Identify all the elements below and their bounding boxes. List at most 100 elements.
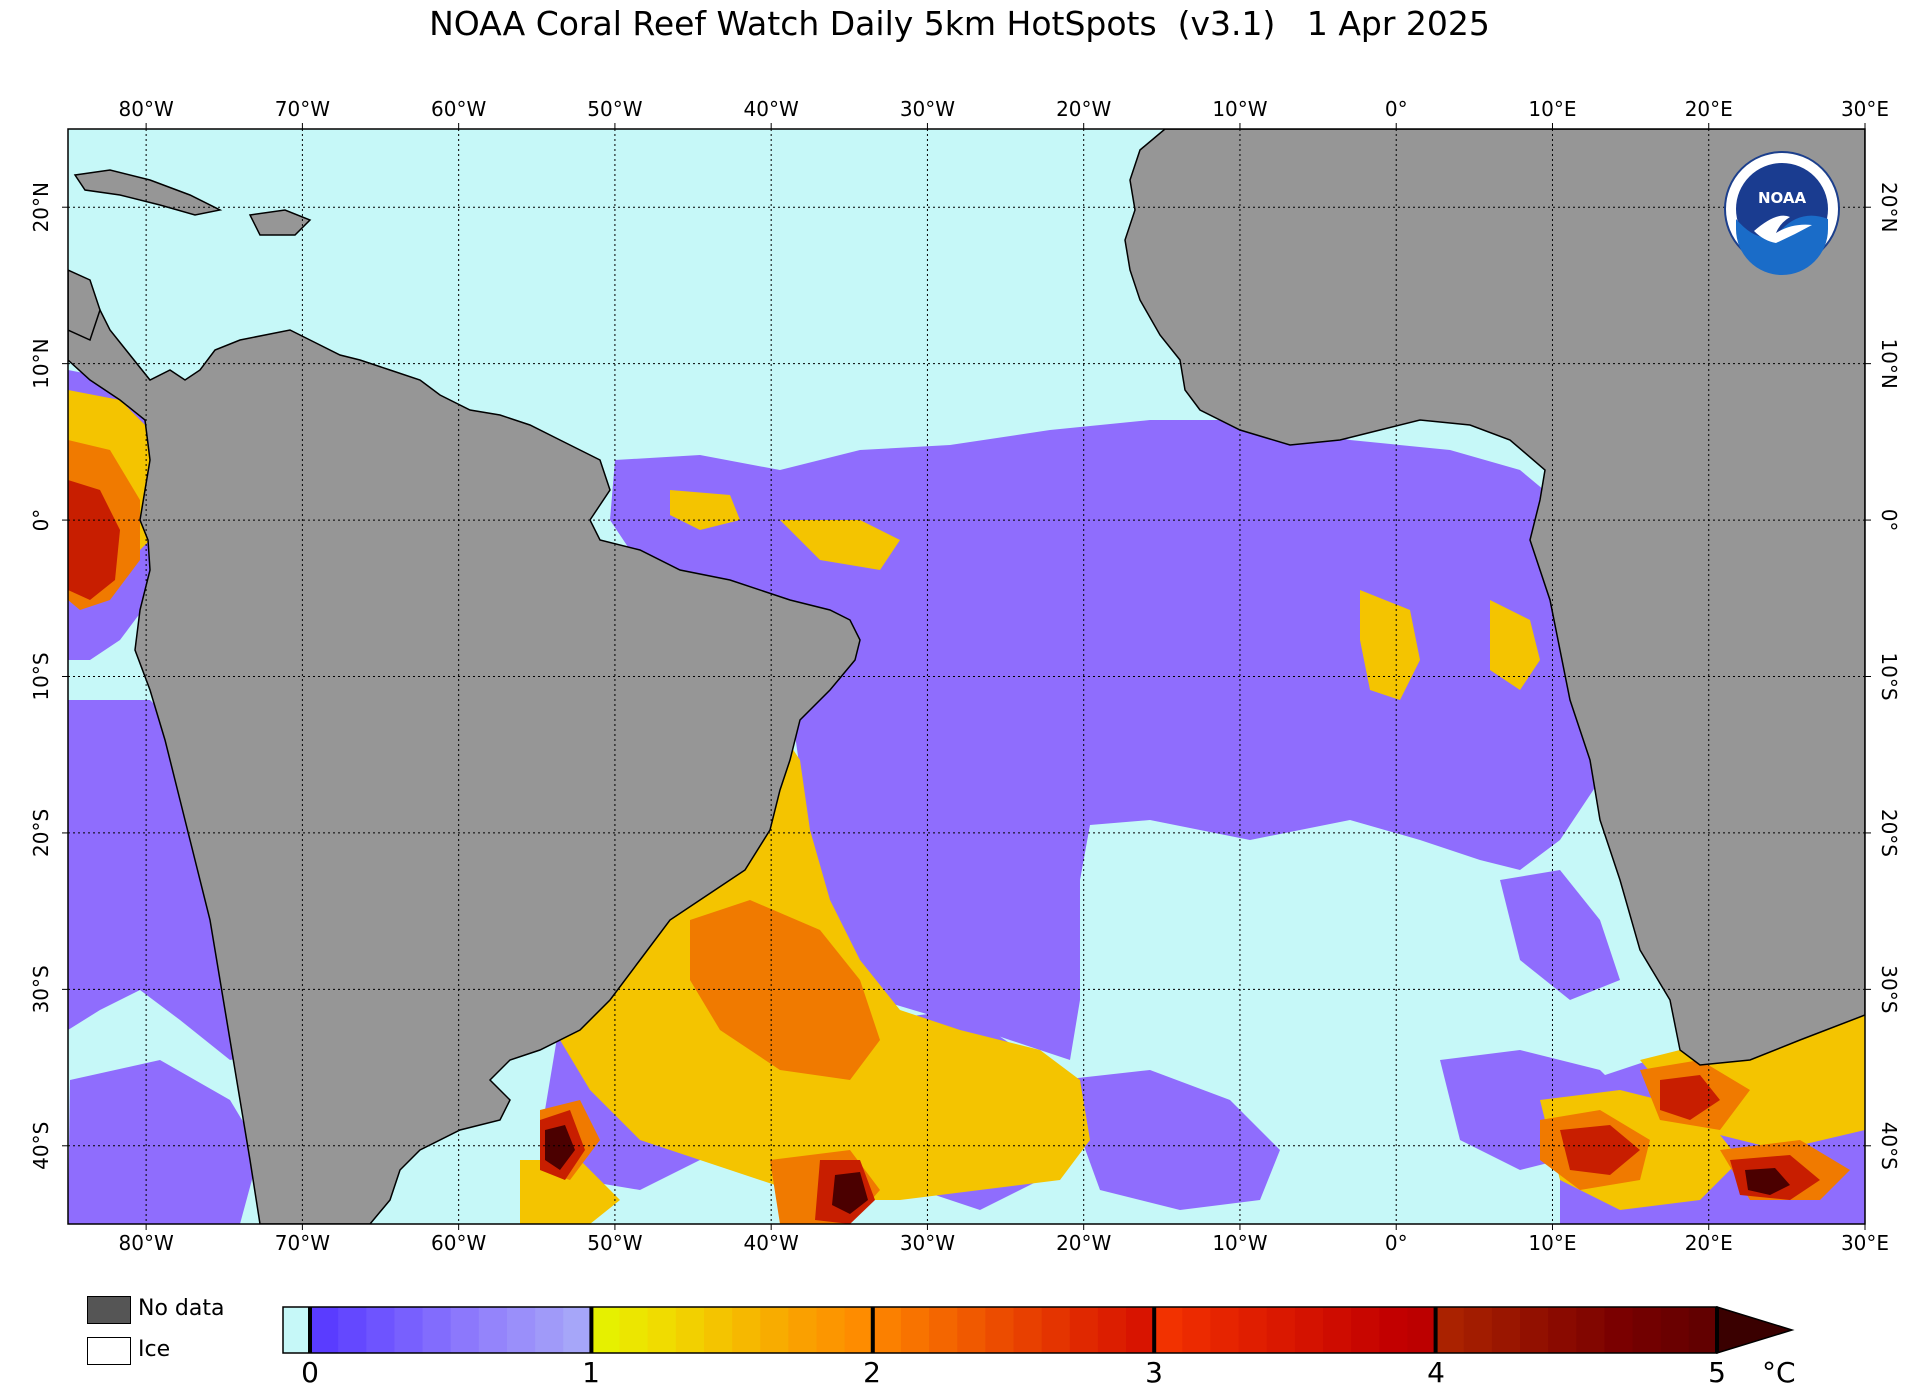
legend-ice-swatch [87,1337,131,1365]
colorbar-cell [1379,1307,1408,1353]
lat-label-left: 30°S [29,965,53,1013]
lon-label-bottom: 30°W [900,1231,955,1255]
colorbar-cell [1126,1307,1155,1353]
colorbar-cell [422,1307,452,1353]
lat-label-right: 10°S [1877,652,1901,700]
lat-label-right: 20°S [1877,809,1901,857]
axis-labels: 80°W 80°W 70°W 70°W 60°W 60°W 50°W 50°W 40°W 40°W… [29,97,1901,1255]
lon-label-top: 60°W [431,97,486,121]
africa [1124,129,1865,1066]
lon-label-top: 10°E [1528,97,1576,121]
colorbar-cell [535,1307,564,1353]
lon-label-bottom: 20°E [1685,1231,1733,1255]
lon-label-bottom: 10°W [1212,1231,1267,1255]
lon-label-bottom: 20°W [1056,1231,1111,1255]
colorbar-cell [929,1307,958,1353]
lat-label-left: 10°S [29,652,53,700]
colorbar-cell [1548,1307,1577,1353]
colorbar-cell [1294,1307,1324,1353]
lon-label-top: 10°W [1212,97,1267,121]
colorbar-cell [1632,1307,1662,1353]
colorbar-cell [844,1307,874,1353]
colorbar-cell [591,1307,621,1353]
colorbar-cell [872,1307,902,1353]
colorbar-cell [1210,1307,1240,1353]
colorbar-tick-label: 5 [1708,1356,1726,1389]
colorbar-cell [1576,1307,1605,1353]
legend-no-data-swatch [87,1296,131,1324]
lon-label-top: 70°W [275,97,330,121]
colorbar-cell [1323,1307,1352,1353]
colorbar-cell [338,1307,367,1353]
colorbar-unit-label: °C [1762,1356,1796,1389]
colorbar-cell [619,1307,649,1353]
lon-label-bottom: 10°E [1528,1231,1576,1255]
colorbar-cell [1688,1307,1718,1353]
lon-label-top: 20°W [1056,97,1111,121]
colorbar-extend-arrow [1716,1305,1795,1355]
lat-label-right: 40°S [1877,1122,1901,1170]
colorbar-cell [1604,1307,1634,1353]
colorbar-cell [957,1307,986,1353]
lon-label-bottom: 40°W [744,1231,799,1255]
lon-label-bottom: 0° [1385,1231,1408,1255]
colorbar-cell [1266,1307,1296,1353]
colorbar-cell [675,1307,705,1353]
colorbar-cell [732,1307,761,1353]
colorbar-cell [1660,1307,1690,1353]
colorbar-tick-label: 0 [301,1356,319,1389]
colorbar-cell [478,1307,508,1353]
colorbar-cell [450,1307,480,1353]
colorbar-cell [985,1307,1014,1353]
colorbar-cell [1351,1307,1380,1353]
cuba [73,169,223,216]
lon-label-top: 30°W [900,97,955,121]
colorbar-cell [816,1307,846,1353]
colorbar-cell [1182,1307,1211,1353]
colorbar-cell [1491,1307,1521,1353]
axis-ticks [62,123,1871,1230]
lat-label-right: 30°S [1877,965,1901,1013]
lon-label-top: 0° [1385,97,1408,121]
lon-label-bottom: 70°W [275,1231,330,1255]
lat-label-right: 10°N [1877,338,1901,388]
colorbar-cell [283,1307,310,1353]
lat-label-left: 40°S [29,1122,53,1170]
colorbar-cell [1463,1307,1493,1353]
lon-label-top: 30°E [1841,97,1889,121]
colorbar-cell [1520,1307,1549,1353]
noaa-logo-icon: NOAA [1724,151,1840,275]
colorbar-cell [563,1307,592,1353]
colorbar-cell [506,1307,536,1353]
colorbar-cell [394,1307,424,1353]
colorbar-tick-label: 4 [1427,1356,1445,1389]
colorbar-cell [647,1307,677,1353]
hotspot-region-4-5 [545,1125,1790,1214]
colorbar-cell [1435,1307,1465,1353]
colorbar-cell [1013,1307,1043,1353]
colorbar-cell [900,1307,930,1353]
lon-label-top: 20°E [1685,97,1733,121]
legend-ice-label: Ice [138,1337,171,1362]
lat-label-left: 20°S [29,809,53,857]
colorbar-cell [1407,1307,1437,1353]
lon-label-top: 50°W [587,97,642,121]
lon-label-top: 40°W [744,97,799,121]
colorbar-cell [1238,1307,1268,1353]
colorbar-tick-label: 2 [863,1356,881,1389]
colorbar-cell [760,1307,789,1353]
lon-label-bottom: 60°W [431,1231,486,1255]
colorbar-cell [1069,1307,1099,1353]
lon-label-bottom: 30°E [1841,1231,1889,1255]
south-america [68,274,861,1224]
lat-label-left: 10°N [29,338,53,388]
colorbar-tick-label: 3 [1145,1356,1163,1389]
lat-label-left: 20°N [29,182,53,232]
lon-label-bottom: 80°W [119,1231,174,1255]
noaa-logo-text: NOAA [1758,189,1807,207]
colorbar-cell [310,1307,339,1353]
colorbar-cell [703,1307,733,1353]
land-masses [68,129,1865,1224]
lon-label-bottom: 50°W [587,1231,642,1255]
